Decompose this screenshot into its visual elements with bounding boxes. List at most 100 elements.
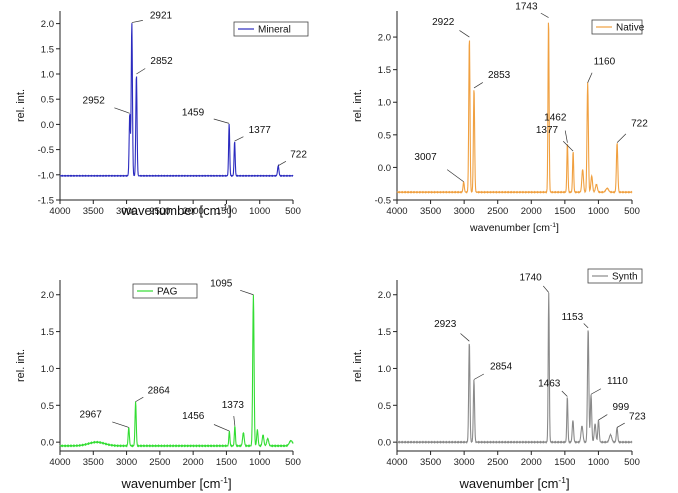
peak-leader-line bbox=[561, 390, 568, 397]
peak-leader-line bbox=[446, 169, 464, 183]
peak-leader-line bbox=[564, 130, 568, 143]
peak-leader-line bbox=[112, 421, 129, 428]
peak-leader-line bbox=[542, 285, 550, 293]
x-tick-label: 2000 bbox=[521, 206, 542, 217]
legend: Native bbox=[591, 19, 645, 35]
series-line-pag bbox=[59, 294, 294, 448]
series-line-native bbox=[396, 22, 633, 194]
x-tick-label: 3500 bbox=[83, 457, 104, 468]
x-tick-label: 4000 bbox=[386, 457, 407, 468]
peak-label: 1377 bbox=[536, 125, 559, 136]
y-tick-label: 0.0 bbox=[41, 438, 54, 449]
peak-label: 1377 bbox=[249, 125, 272, 136]
x-tick-label: 3500 bbox=[420, 206, 441, 217]
x-tick-label: 500 bbox=[624, 206, 640, 217]
peak-leader-line bbox=[240, 290, 254, 296]
x-tick-label: 3000 bbox=[454, 457, 475, 468]
y-tick-label: 0.5 bbox=[41, 95, 54, 106]
y-tick-label: -1.0 bbox=[38, 170, 54, 181]
peak-leader-line bbox=[583, 323, 589, 329]
peak-leader-line bbox=[598, 414, 608, 421]
peak-label: 1110 bbox=[607, 376, 628, 387]
spectrum-panel-3: 4000 3500 3000 2500 2000 1500 1000 500 0.0 0.5 1.0… bbox=[15, 279, 301, 491]
peak-label: 2864 bbox=[148, 386, 171, 397]
peak-label: 1160 bbox=[594, 57, 616, 68]
x-tick-label: 2000 bbox=[521, 457, 542, 468]
legend-box bbox=[233, 21, 309, 37]
x-axis-label: wavenumber [cm-1] bbox=[120, 202, 231, 218]
peak-leader-line bbox=[234, 136, 244, 142]
x-axis-label: wavenumber [cm-1] bbox=[120, 475, 231, 491]
y-tick-label: -1.5 bbox=[38, 196, 54, 207]
legend: Mineral bbox=[233, 21, 309, 37]
y-axis-label: rel. int. bbox=[15, 89, 27, 122]
peak-leader-line bbox=[562, 140, 574, 152]
x-tick-label: 1500 bbox=[554, 206, 575, 217]
x-tick-label: 4000 bbox=[386, 206, 407, 217]
y-axis-label: rel. int. bbox=[15, 349, 27, 382]
y-tick-label: 1.5 bbox=[378, 327, 391, 338]
peak-leader-line bbox=[459, 30, 470, 38]
y-tick-label: 1.5 bbox=[41, 44, 54, 55]
legend: Synth bbox=[587, 268, 643, 284]
peak-leader-line bbox=[587, 72, 593, 83]
peak-leader-line bbox=[460, 333, 470, 342]
legend-label: Mineral bbox=[258, 25, 291, 36]
series-line-synth bbox=[396, 292, 633, 444]
peak-label: 722 bbox=[290, 150, 307, 161]
series-line-mineral bbox=[59, 23, 294, 178]
peak-leader-line bbox=[213, 118, 230, 124]
x-tick-label: 500 bbox=[285, 457, 301, 468]
peak-label: 1153 bbox=[562, 312, 584, 323]
peak-label: 1459 bbox=[182, 107, 205, 118]
x-tick-label: 2000 bbox=[183, 457, 204, 468]
x-tick-label: 2500 bbox=[487, 457, 508, 468]
legend: PAG bbox=[132, 283, 198, 299]
y-tick-label: 1.0 bbox=[41, 364, 54, 375]
legend-label: Synth bbox=[612, 272, 638, 283]
legend-box bbox=[591, 19, 643, 35]
legend-label: PAG bbox=[157, 287, 178, 298]
peak-leader-line bbox=[114, 107, 130, 114]
peak-label: 3007 bbox=[414, 152, 437, 163]
peak-label: 723 bbox=[629, 411, 646, 422]
y-tick-label: 0.5 bbox=[378, 130, 391, 141]
peak-leader-line bbox=[473, 82, 483, 89]
x-tick-label: 2500 bbox=[149, 206, 170, 217]
peak-label: 2921 bbox=[150, 11, 173, 22]
y-tick-label: 2.0 bbox=[41, 290, 54, 301]
peak-leader-line bbox=[135, 396, 144, 402]
x-tick-label: 3000 bbox=[116, 206, 137, 217]
legend-box bbox=[587, 268, 643, 284]
peak-label: 1740 bbox=[519, 273, 542, 284]
x-axis-label: wavenumber [cm-1] bbox=[469, 222, 559, 234]
y-tick-label: 1.0 bbox=[378, 98, 391, 109]
peak-leader-line bbox=[616, 422, 625, 428]
x-tick-label: 3000 bbox=[116, 457, 137, 468]
y-tick-label: 0.0 bbox=[41, 120, 54, 131]
peak-label: 2854 bbox=[490, 362, 513, 373]
peak-leader-line bbox=[213, 424, 230, 432]
y-tick-label: 1.5 bbox=[41, 327, 54, 338]
peak-leader-line bbox=[278, 161, 287, 167]
x-tick-label: 1000 bbox=[249, 206, 270, 217]
x-tick-label: 1000 bbox=[588, 206, 609, 217]
x-tick-label: 4000 bbox=[49, 206, 70, 217]
y-tick-label: 2.0 bbox=[41, 19, 54, 30]
peak-label: 2853 bbox=[488, 70, 511, 81]
x-tick-label: 2000 bbox=[183, 206, 204, 217]
y-axis-label: rel. int. bbox=[352, 349, 364, 382]
peak-label: 1095 bbox=[210, 279, 233, 290]
peak-leader-line bbox=[131, 20, 143, 23]
x-tick-label: 1500 bbox=[554, 457, 575, 468]
peak-label: 2852 bbox=[150, 56, 173, 67]
peak-label: 1373 bbox=[222, 400, 245, 411]
peak-leader-line bbox=[590, 388, 602, 395]
y-tick-label: 0.5 bbox=[41, 401, 54, 412]
x-tick-label: 2500 bbox=[149, 457, 170, 468]
peak-label: 2922 bbox=[432, 17, 455, 28]
x-axis-label: wavenumber [cm-1] bbox=[458, 475, 569, 491]
y-tick-label: 0.0 bbox=[378, 438, 391, 449]
y-tick-label: 1.5 bbox=[378, 65, 391, 76]
